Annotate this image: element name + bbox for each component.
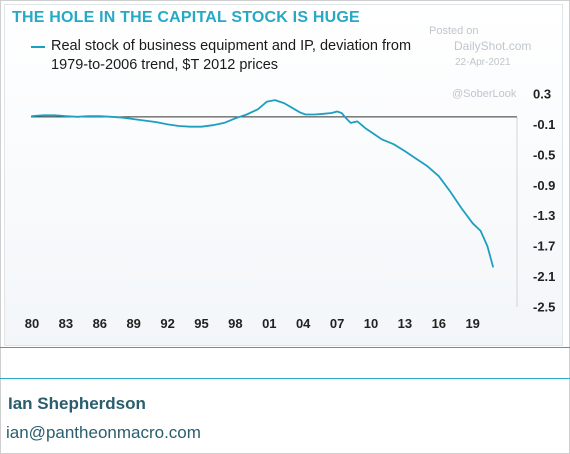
x-tick-label: 95 <box>194 316 208 331</box>
divider-top <box>0 347 570 348</box>
watermark-date: 22-Apr-2021 <box>455 57 511 68</box>
x-tick-label: 07 <box>330 316 344 331</box>
series-line <box>31 99 494 268</box>
y-tick-label: -1.3 <box>533 208 555 223</box>
y-tick-label: -0.1 <box>533 117 555 132</box>
author-name: Ian Shepherdson <box>8 394 146 413</box>
y-tick-label: -2.5 <box>533 300 555 315</box>
x-tick-label: 10 <box>364 316 378 331</box>
divider-bottom <box>0 378 570 379</box>
x-tick-label: 19 <box>465 316 479 331</box>
legend-text: Real stock of business equipment and IP,… <box>51 37 461 75</box>
legend-line-1: Real stock of business equipment and IP,… <box>51 38 412 54</box>
x-tick-label: 04 <box>296 316 311 331</box>
x-tick-label: 92 <box>160 316 174 331</box>
x-tick-label: 80 <box>25 316 39 331</box>
y-tick-label: 0.3 <box>533 87 551 102</box>
y-tick-label: -1.7 <box>533 239 555 254</box>
x-tick-label: 16 <box>432 316 446 331</box>
watermark-site: DailyShot.com <box>454 39 532 53</box>
x-tick-label: 01 <box>262 316 276 331</box>
y-tick-label: -2.1 <box>533 269 555 284</box>
x-tick-label: 89 <box>126 316 140 331</box>
x-tick-label: 13 <box>398 316 412 331</box>
y-tick-label: -0.5 <box>533 147 555 162</box>
legend-swatch <box>31 46 45 48</box>
chart-title: THE HOLE IN THE CAPITAL STOCK IS HUGE <box>12 9 360 26</box>
legend-line-2: 1979-to-2006 trend, $T 2012 prices <box>51 57 279 73</box>
chart-panel <box>4 4 563 346</box>
watermark-posted-on: Posted on <box>429 25 479 37</box>
y-tick-label: -0.9 <box>533 178 555 193</box>
watermark-handle: @SoberLook <box>452 88 517 100</box>
x-tick-label: 86 <box>93 316 107 331</box>
x-tick-label: 83 <box>59 316 73 331</box>
x-tick-label: 98 <box>228 316 242 331</box>
author-email: ian@pantheonmacro.com <box>6 423 201 442</box>
